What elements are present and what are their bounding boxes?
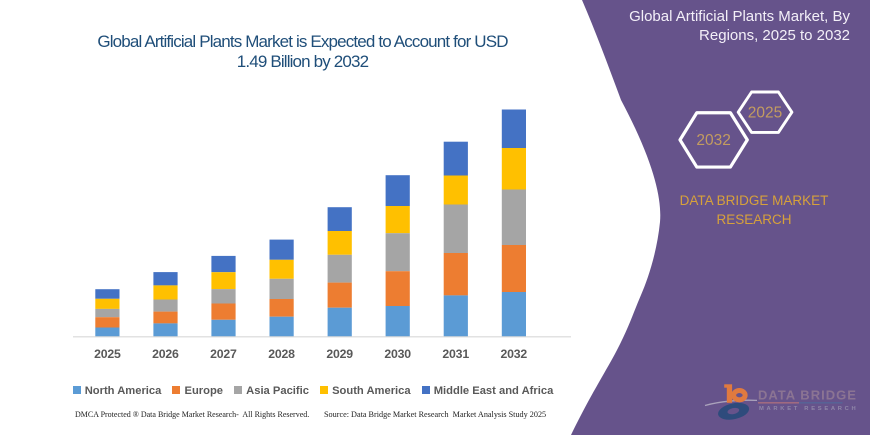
svg-text:2032: 2032 [696,132,730,149]
svg-text:DATA BRIDGE: DATA BRIDGE [758,387,857,402]
svg-text:MARKET RESEARCH: MARKET RESEARCH [759,406,858,412]
svg-text:2025: 2025 [748,105,782,122]
